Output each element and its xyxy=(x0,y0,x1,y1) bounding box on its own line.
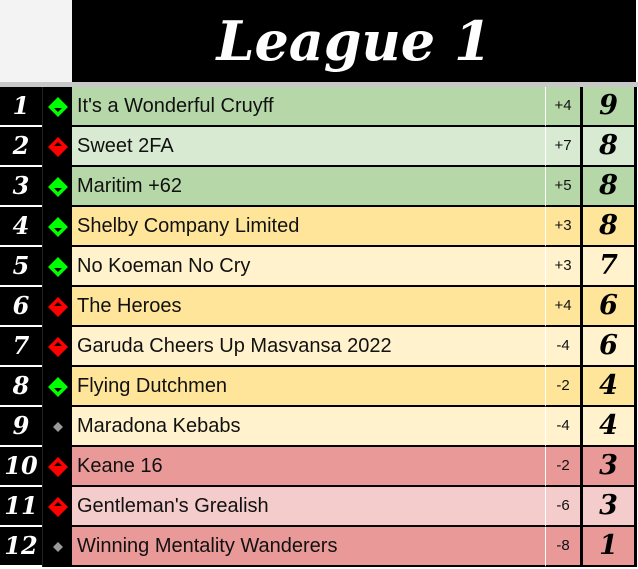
points: 9 xyxy=(580,87,637,127)
rank: 1 xyxy=(0,87,42,127)
trend-down-icon xyxy=(42,127,72,167)
table-row: 12 Winning Mentality Wanderers -8 1 xyxy=(0,527,637,567)
goal-difference: -8 xyxy=(545,527,580,567)
trend-up-icon xyxy=(42,207,72,247)
table-row: 9 Maradona Kebabs -4 4 xyxy=(0,407,637,447)
team-name: It's a Wonderful Cruyff xyxy=(72,87,545,127)
points: 8 xyxy=(580,127,637,167)
rank: 5 xyxy=(0,247,42,287)
points: 4 xyxy=(580,407,637,447)
rank: 6 xyxy=(0,287,42,327)
points: 6 xyxy=(580,327,637,367)
goal-difference: +7 xyxy=(545,127,580,167)
rank: 12 xyxy=(0,527,42,567)
goal-difference: +5 xyxy=(545,167,580,207)
standings-table: 1 It's a Wonderful Cruyff +4 9 2 Sweet 2FA +7 8… xyxy=(0,87,637,567)
goal-difference: +3 xyxy=(545,207,580,247)
trend-same-icon xyxy=(42,407,72,447)
team-name: Maritim +62 xyxy=(72,167,545,207)
goal-difference: -6 xyxy=(545,487,580,527)
corner-blank xyxy=(0,0,72,82)
page-title: League 1 xyxy=(72,0,636,82)
table-row: 4 Shelby Company Limited +3 8 xyxy=(0,207,637,247)
goal-difference: +3 xyxy=(545,247,580,287)
trend-same-icon xyxy=(42,527,72,567)
table-row: 6 The Heroes +4 6 xyxy=(0,287,637,327)
team-name: The Heroes xyxy=(72,287,545,327)
points: 8 xyxy=(580,207,637,247)
rank: 9 xyxy=(0,407,42,447)
table-row: 3 Maritim +62 +5 8 xyxy=(0,167,637,207)
team-name: Maradona Kebabs xyxy=(72,407,545,447)
points: 3 xyxy=(580,447,637,487)
rank: 2 xyxy=(0,127,42,167)
table-row: 1 It's a Wonderful Cruyff +4 9 xyxy=(0,87,637,127)
trend-down-icon xyxy=(42,487,72,527)
goal-difference: +4 xyxy=(545,87,580,127)
divider xyxy=(0,82,638,87)
team-name: Sweet 2FA xyxy=(72,127,545,167)
goal-difference: -4 xyxy=(545,407,580,447)
rank: 11 xyxy=(0,487,42,527)
team-name: Gentleman's Grealish xyxy=(72,487,545,527)
trend-up-icon xyxy=(42,247,72,287)
table-row: 7 Garuda Cheers Up Masvansa 2022 -4 6 xyxy=(0,327,637,367)
trend-down-icon xyxy=(42,327,72,367)
table-row: 5 No Koeman No Cry +3 7 xyxy=(0,247,637,287)
rank: 4 xyxy=(0,207,42,247)
table-row: 8 Flying Dutchmen -2 4 xyxy=(0,367,637,407)
points: 7 xyxy=(580,247,637,287)
trend-down-icon xyxy=(42,287,72,327)
rank: 3 xyxy=(0,167,42,207)
points: 3 xyxy=(580,487,637,527)
goal-difference: -2 xyxy=(545,447,580,487)
points: 4 xyxy=(580,367,637,407)
trend-up-icon xyxy=(42,167,72,207)
table-row: 2 Sweet 2FA +7 8 xyxy=(0,127,637,167)
team-name: Garuda Cheers Up Masvansa 2022 xyxy=(72,327,545,367)
points: 1 xyxy=(580,527,637,567)
trend-up-icon xyxy=(42,367,72,407)
trend-down-icon xyxy=(42,447,72,487)
team-name: Shelby Company Limited xyxy=(72,207,545,247)
team-name: Winning Mentality Wanderers xyxy=(72,527,545,567)
table-row: 11 Gentleman's Grealish -6 3 xyxy=(0,487,637,527)
team-name: Keane 16 xyxy=(72,447,545,487)
team-name: Flying Dutchmen xyxy=(72,367,545,407)
rank: 10 xyxy=(0,447,42,487)
table-row: 10 Keane 16 -2 3 xyxy=(0,447,637,487)
team-name: No Koeman No Cry xyxy=(72,247,545,287)
rank: 8 xyxy=(0,367,42,407)
points: 8 xyxy=(580,167,637,207)
points: 6 xyxy=(580,287,637,327)
trend-up-icon xyxy=(42,87,72,127)
rank: 7 xyxy=(0,327,42,367)
goal-difference: +4 xyxy=(545,287,580,327)
goal-difference: -2 xyxy=(545,367,580,407)
goal-difference: -4 xyxy=(545,327,580,367)
